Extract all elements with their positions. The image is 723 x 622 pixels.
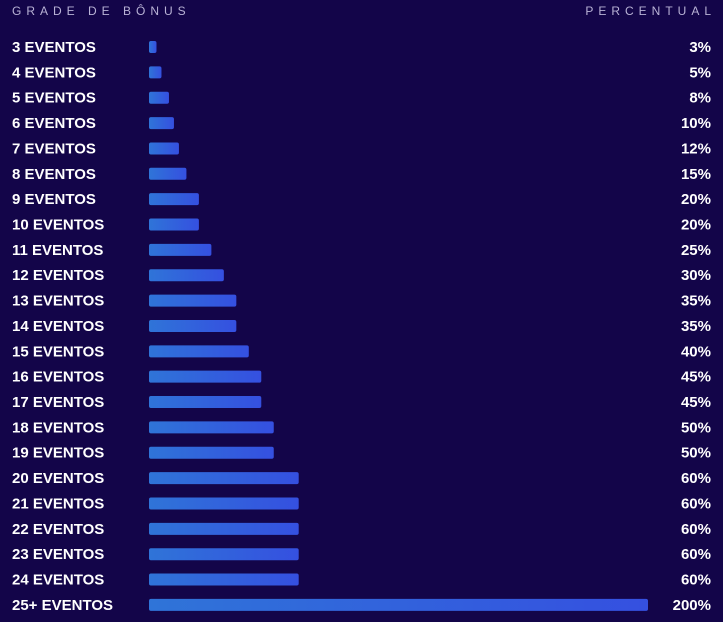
bar [149,370,262,383]
category-label: 23 EVENTOS [12,546,104,563]
bar [149,573,299,586]
value-label: 20% [681,191,711,208]
value-label: 35% [681,318,711,335]
value-label: 60% [681,470,711,487]
value-label: 3% [689,39,711,56]
value-label: 50% [681,445,711,462]
category-label: 14 EVENTOS [12,318,104,335]
category-label: 13 EVENTOS [12,293,104,310]
bar [149,269,224,282]
category-label: 4 EVENTOS [12,64,96,81]
category-label: 18 EVENTOS [12,419,104,436]
value-label: 15% [681,166,711,183]
bar [149,345,249,358]
category-label: 25+ EVENTOS [12,597,113,614]
value-label: 40% [681,343,711,360]
bar [149,446,274,459]
value-label: 8% [689,90,711,107]
bar [149,193,199,206]
bar [149,421,274,434]
bar [149,66,162,79]
bar [149,41,157,53]
value-label: 35% [681,293,711,310]
category-label: 6 EVENTOS [12,115,96,132]
value-label: 60% [681,546,711,563]
bar [149,497,299,510]
value-label: 60% [681,521,711,538]
category-label: 17 EVENTOS [12,394,104,411]
category-label: 24 EVENTOS [12,572,104,589]
category-label: 5 EVENTOS [12,90,96,107]
bar [149,319,237,332]
value-label: 5% [689,64,711,81]
value-label: 200% [673,597,711,614]
bar [149,522,299,535]
category-label: 8 EVENTOS [12,166,96,183]
category-label: 16 EVENTOS [12,369,104,386]
bar [149,396,262,409]
bar [149,243,212,256]
value-label: 10% [681,115,711,132]
category-label: 7 EVENTOS [12,140,96,157]
value-label: 60% [681,495,711,512]
value-label: 60% [681,572,711,589]
bar [149,91,169,104]
value-label: 25% [681,242,711,259]
category-label: 9 EVENTOS [12,191,96,208]
value-label: 20% [681,216,711,233]
value-label: 12% [681,140,711,157]
category-label: 22 EVENTOS [12,521,104,538]
category-label: 12 EVENTOS [12,267,104,284]
category-label: 21 EVENTOS [12,495,104,512]
bar [149,218,199,231]
value-label: 45% [681,394,711,411]
bar [149,598,648,611]
bar [149,167,187,180]
category-label: 10 EVENTOS [12,216,104,233]
header-left: GRADE DE BÔNUS [12,3,191,18]
category-label: 19 EVENTOS [12,445,104,462]
category-label: 15 EVENTOS [12,343,104,360]
value-label: 30% [681,267,711,284]
bar [149,117,174,130]
bar [149,472,299,485]
bar [149,548,299,561]
category-label: 3 EVENTOS [12,39,96,56]
bar [149,142,179,155]
header-right: PERCENTUAL [585,4,716,18]
category-label: 11 EVENTOS [12,242,103,259]
value-label: 50% [681,419,711,436]
category-label: 20 EVENTOS [12,470,104,487]
bar [149,294,237,307]
value-label: 45% [681,369,711,386]
